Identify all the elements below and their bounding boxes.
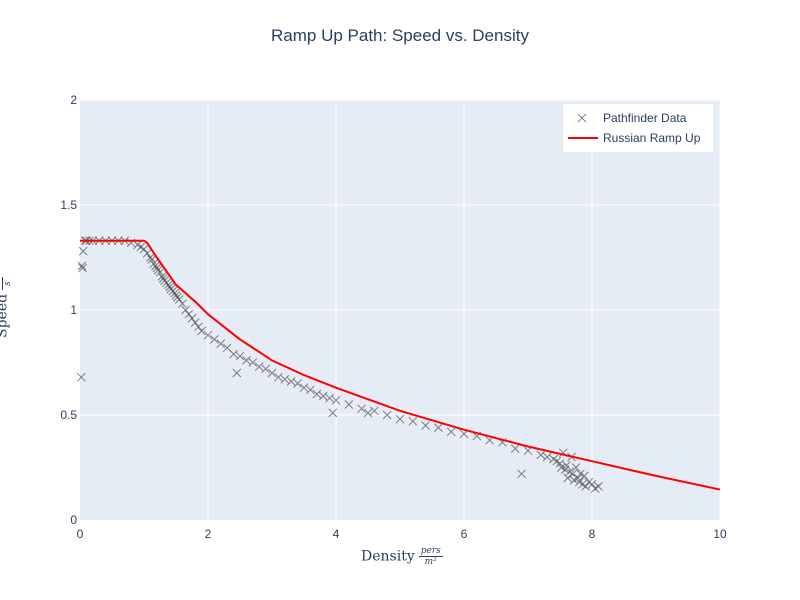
data-point[interactable]: [170, 288, 180, 298]
data-point[interactable]: [181, 305, 190, 315]
data-point[interactable]: [232, 368, 242, 378]
y-tick-label: 0: [70, 513, 77, 527]
y-tick-label: 1: [70, 303, 77, 317]
data-point[interactable]: [331, 395, 341, 405]
data-point[interactable]: [146, 253, 155, 262]
data-point[interactable]: [254, 362, 264, 372]
data-point[interactable]: [194, 322, 203, 332]
data-point[interactable]: [306, 385, 315, 395]
legend-label-scatter: Pathfinder Data: [603, 111, 687, 125]
data-point[interactable]: [190, 318, 200, 327]
data-point[interactable]: [328, 408, 338, 418]
data-point[interactable]: [344, 400, 354, 409]
data-point[interactable]: [77, 261, 87, 271]
x-tick-label: 4: [333, 527, 340, 541]
data-point[interactable]: [210, 335, 219, 344]
data-point[interactable]: [197, 326, 206, 336]
y-axis-title-main: Speed: [0, 293, 11, 338]
data-point[interactable]: [318, 391, 328, 401]
x-tick-label: 6: [461, 527, 468, 541]
data-point[interactable]: [151, 261, 160, 271]
data-point[interactable]: [299, 383, 309, 393]
data-point[interactable]: [163, 280, 173, 290]
data-point[interactable]: [293, 379, 302, 388]
x-axis-ticks: 0 2 4 6 8 10: [77, 527, 727, 541]
data-point[interactable]: [157, 272, 167, 281]
data-point[interactable]: [147, 255, 157, 264]
y-tick-label: 2: [70, 93, 77, 107]
data-point[interactable]: [581, 482, 590, 491]
x-axis-title: Density pers m²: [361, 546, 443, 567]
grid-lines: [80, 99, 721, 520]
x-axis-unit-denominator: m²: [424, 557, 437, 567]
data-point[interactable]: [357, 404, 366, 414]
data-point[interactable]: [536, 450, 546, 460]
data-point[interactable]: [171, 290, 181, 300]
legend-label-line: Russian Ramp Up: [603, 131, 701, 145]
data-point[interactable]: [229, 349, 238, 359]
data-point[interactable]: [235, 351, 245, 361]
data-point[interactable]: [446, 427, 456, 437]
data-point[interactable]: [563, 473, 573, 483]
legend-box: [563, 104, 713, 152]
data-point[interactable]: [579, 471, 589, 481]
x-axis-unit-fraction: pers m²: [418, 546, 443, 567]
x-tick-label: 8: [589, 527, 596, 541]
x-axis-title-main: Density: [361, 548, 415, 565]
y-axis-unit-denominator: s: [3, 281, 13, 286]
chart-title: Ramp Up Path: Speed vs. Density: [271, 26, 529, 45]
data-point[interactable]: [517, 469, 526, 479]
data-point[interactable]: [216, 339, 226, 348]
data-point[interactable]: [78, 263, 87, 273]
legend-marker-scatter: [577, 113, 587, 123]
data-point[interactable]: [510, 444, 520, 453]
data-point[interactable]: [165, 282, 174, 292]
data-point[interactable]: [280, 374, 290, 384]
data-point[interactable]: [434, 423, 443, 432]
data-point[interactable]: [587, 479, 597, 489]
data-point[interactable]: [76, 372, 86, 382]
x-tick-label: 2: [205, 527, 212, 541]
data-point[interactable]: [325, 393, 334, 403]
data-point[interactable]: [139, 244, 149, 254]
data-point[interactable]: [274, 372, 283, 382]
legend: Pathfinder Data Russian Ramp Up: [563, 104, 713, 152]
series-line-russian-ramp-up[interactable]: [80, 239, 721, 491]
data-point[interactable]: [562, 461, 571, 470]
data-point[interactable]: [312, 389, 322, 399]
data-point[interactable]: [152, 263, 162, 273]
x-tick-label: 0: [77, 527, 84, 541]
data-point[interactable]: [370, 406, 379, 416]
data-point[interactable]: [382, 410, 392, 420]
data-point[interactable]: [248, 358, 258, 367]
y-tick-label: 0.5: [60, 408, 77, 422]
data-point[interactable]: [158, 274, 168, 283]
data-point[interactable]: [421, 421, 430, 430]
data-point[interactable]: [242, 356, 251, 365]
data-point[interactable]: [286, 377, 296, 386]
y-tick-label: 1.5: [60, 198, 77, 212]
data-point[interactable]: [261, 364, 270, 374]
x-tick-label: 10: [713, 527, 727, 541]
data-point[interactable]: [267, 368, 277, 378]
y-axis-ticks: 0 0.5 1 1.5 2: [60, 93, 77, 527]
data-point[interactable]: [408, 416, 418, 426]
scatter-points[interactable]: [76, 236, 603, 493]
x-axis-unit-numerator: pers: [418, 546, 443, 557]
data-point[interactable]: [184, 309, 194, 319]
data-point[interactable]: [594, 482, 603, 491]
data-point[interactable]: [174, 295, 184, 304]
data-point[interactable]: [203, 330, 213, 340]
data-point[interactable]: [395, 414, 405, 424]
data-point[interactable]: [78, 246, 88, 256]
data-point[interactable]: [178, 299, 187, 309]
data-point[interactable]: [363, 408, 373, 418]
data-point[interactable]: [142, 248, 152, 258]
data-point[interactable]: [187, 314, 197, 323]
data-point[interactable]: [542, 452, 552, 462]
data-point[interactable]: [155, 267, 165, 277]
y-axis-unit-fraction: ms: [0, 277, 13, 290]
data-point[interactable]: [571, 463, 581, 472]
